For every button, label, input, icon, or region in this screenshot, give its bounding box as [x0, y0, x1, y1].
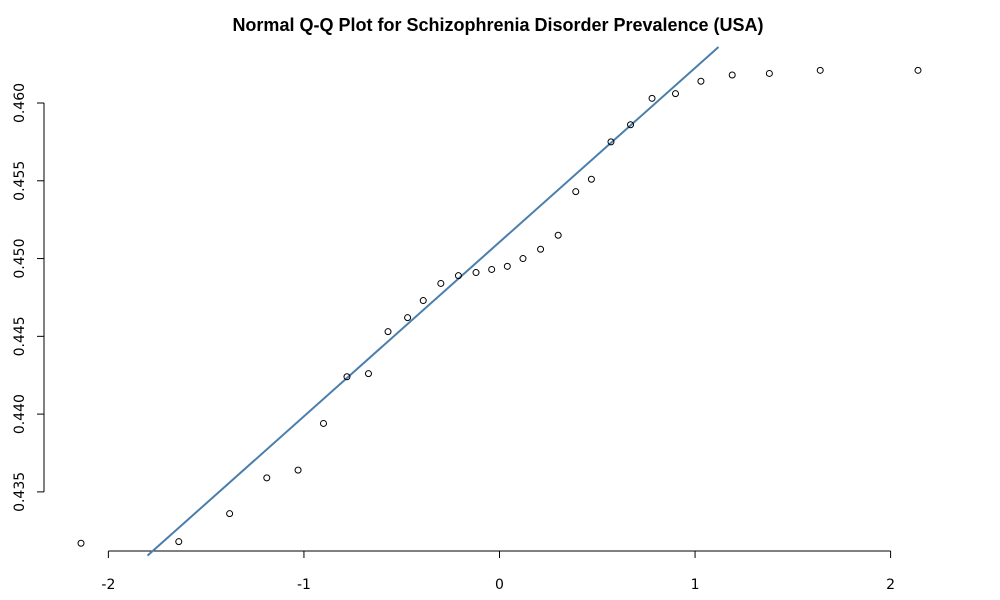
points-group [77, 66, 922, 547]
x-tick-label: 0 [495, 577, 504, 593]
data-point [175, 538, 183, 546]
data-point [672, 90, 680, 98]
data-point [587, 175, 595, 183]
data-point [77, 539, 85, 547]
y-tick-label: 0.460 [12, 83, 28, 123]
chart-title: Normal Q-Q Plot for Schizophrenia Disord… [232, 15, 763, 35]
y-tick-label: 0.450 [12, 239, 28, 279]
qq-reference-line [146, 46, 720, 557]
data-point [503, 262, 511, 270]
data-point [765, 69, 773, 77]
x-tick-label: 1 [691, 577, 700, 593]
data-point [697, 77, 705, 85]
reference-line-group [146, 46, 720, 557]
data-point [519, 255, 527, 263]
data-point [263, 474, 271, 482]
data-point [454, 272, 462, 280]
data-point [419, 297, 427, 305]
y-tick-label: 0.440 [12, 394, 28, 434]
data-point [648, 94, 656, 102]
y-tick-label: 0.455 [12, 161, 28, 201]
y-tick-label: 0.445 [12, 316, 28, 356]
data-point [437, 279, 445, 287]
x-axis: -2 -1 0 1 2 [101, 550, 895, 593]
data-point [554, 231, 562, 239]
x-tick-label: -2 [101, 577, 115, 593]
data-point [364, 370, 372, 378]
data-point [537, 245, 545, 253]
y-axis: 0.435 0.440 0.445 0.450 0.455 0.460 [12, 83, 45, 512]
data-point [384, 328, 392, 336]
data-point [627, 121, 635, 129]
data-point [488, 265, 496, 273]
data-point [472, 269, 480, 277]
data-point [294, 466, 302, 474]
y-tick-label: 0.435 [12, 472, 28, 512]
data-point [816, 66, 824, 74]
data-point [728, 71, 736, 79]
data-point [914, 66, 922, 74]
data-point [572, 188, 580, 196]
data-point [607, 138, 615, 146]
data-point [226, 510, 234, 518]
data-point [343, 373, 351, 381]
data-point [319, 419, 327, 427]
data-point [404, 314, 412, 322]
x-tick-label: -1 [297, 577, 311, 593]
x-tick-label: 2 [886, 577, 895, 593]
